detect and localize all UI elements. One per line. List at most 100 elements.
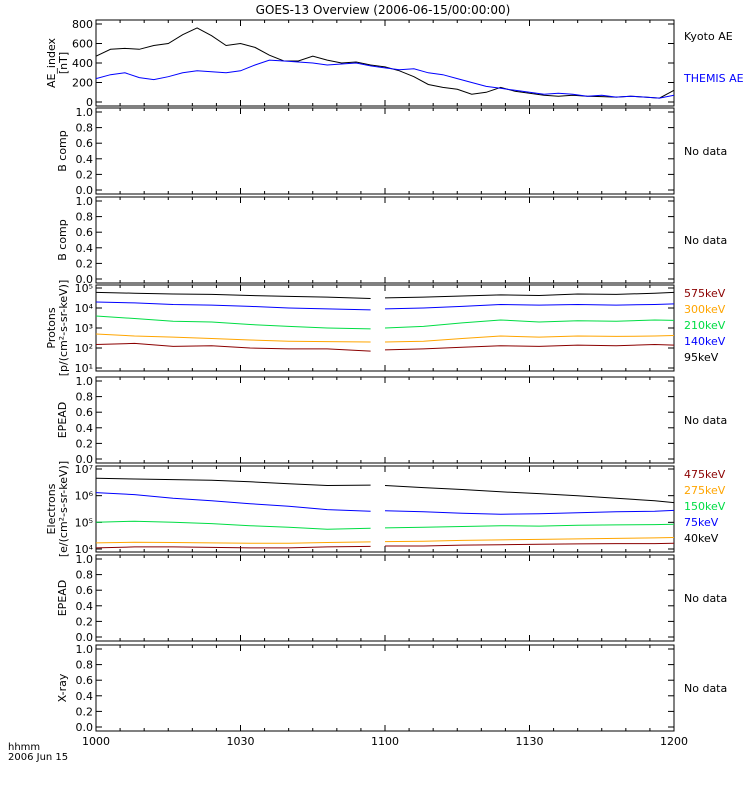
x-corner-label-date: 2006 Jun 15 [8, 752, 68, 763]
y-tick-label: 0.0 [76, 721, 94, 734]
y-tick-label: 0.6 [76, 584, 94, 597]
y-tick-label: 0.8 [76, 211, 94, 224]
y-tick-label: 0.0 [76, 631, 94, 644]
y-axis-label-line: Electrons [45, 483, 58, 534]
series-line-475kev [95, 545, 371, 549]
y-tick-label: 1.0 [76, 106, 94, 119]
y-tick-label: 10¹ [75, 362, 93, 375]
y-tick-label: 10⁶ [75, 490, 94, 503]
panel-b2: 0.0 0.2 0.4 0.6 0.8 1.0 B comp No data [56, 195, 727, 286]
y-axis-label: Electrons[e/(cm²-s-sr-keV)] [45, 461, 70, 557]
legend-entry: 75keV [684, 516, 719, 529]
y-tick-label: 0.2 [76, 168, 94, 181]
chart-title: GOES-13 Overview (2006-06-15/00:00:00) [256, 3, 511, 17]
panel-protons: 10¹ 10² 10³ 10⁴ 10⁵ Protons[p/(cm²-s-sr-keV)]… [45, 280, 726, 377]
series-line-150kev [95, 520, 371, 530]
panel-xray: 0.0 0.2 0.4 0.6 0.8 1.0 X-ray No data [56, 643, 727, 734]
y-tick-label: 10² [75, 342, 93, 355]
y-axis-label: EPEAD [56, 580, 69, 617]
series-line-210kev [95, 315, 371, 330]
y-tick-label: 0.4 [76, 242, 94, 255]
y-tick-label: 200 [72, 77, 93, 90]
x-tick-label: 1100 [371, 735, 399, 748]
y-tick-label: 400 [72, 57, 93, 70]
y-axis-label-line: EPEAD [56, 402, 69, 439]
panel-frame [95, 644, 675, 732]
series-line-475kev [385, 542, 675, 547]
series-line-275kev [384, 537, 675, 543]
series-line-275kev [95, 541, 371, 544]
x-tick-label: 1130 [516, 735, 544, 748]
y-axis-label-line: B comp [56, 219, 69, 261]
no-data-label: No data [684, 234, 727, 247]
x-tick-label: 1200 [660, 735, 688, 748]
y-tick-label: 0.0 [76, 453, 94, 466]
no-data-label: No data [684, 592, 727, 605]
y-tick-label: 10⁴ [75, 543, 94, 556]
y-tick-label: 1.0 [76, 375, 94, 388]
y-tick-label: 10⁵ [75, 516, 93, 529]
legend-entry: 40keV [684, 532, 719, 545]
legend-entry: 300keV [684, 303, 726, 316]
series-line-575kev [384, 343, 675, 351]
x-tick-label: 1030 [227, 735, 255, 748]
panel-epead2: 0.0 0.2 0.4 0.6 0.8 1.0 EPEAD No data [56, 553, 727, 644]
y-axis-label-line: [nT] [57, 52, 70, 74]
series-line-40kev [384, 485, 675, 504]
y-axis-label: B comp [56, 219, 69, 261]
y-axis-label-line: X-ray [56, 673, 69, 702]
y-tick-label: 0.8 [76, 659, 94, 672]
x-tick-label: 1000 [82, 735, 110, 748]
legend-entry: 275keV [684, 484, 726, 497]
y-tick-label: 0.8 [76, 569, 94, 582]
panel-frame [95, 107, 675, 195]
no-data-label: No data [684, 414, 727, 427]
series-line-75kev [384, 509, 675, 515]
x-corner-label-hhmm: hhmm [8, 742, 40, 753]
series-line-95kev [95, 291, 371, 299]
y-tick-label: 10⁵ [75, 282, 93, 295]
series-line-575kev [95, 342, 371, 352]
y-tick-label: 0.6 [76, 137, 94, 150]
series-line-75kev [95, 492, 371, 512]
y-axis-label: X-ray [56, 673, 69, 702]
series-line-kyoto-ae [95, 27, 675, 99]
series-line-150kev [384, 523, 675, 529]
y-tick-label: 10⁷ [75, 463, 93, 476]
series-line-40kev [95, 477, 371, 487]
series-line-140kev [95, 301, 371, 311]
x-axis: 1000 1030 1100 1130 1200 [82, 735, 688, 748]
y-tick-label: 10⁴ [75, 302, 94, 315]
legend-entry: 150keV [684, 500, 726, 513]
y-tick-label: 600 [72, 38, 93, 51]
y-tick-label: 0.4 [76, 422, 94, 435]
y-tick-label: 0.4 [76, 153, 94, 166]
y-tick-label: 0 [86, 96, 93, 109]
y-tick-label: 0.4 [76, 690, 94, 703]
panel-epead1: 0.0 0.2 0.4 0.6 0.8 1.0 EPEAD No data [56, 375, 727, 466]
panel-b1: 0.0 0.2 0.4 0.6 0.8 1.0 B comp No data [56, 106, 727, 197]
no-data-label: No data [684, 682, 727, 695]
y-tick-label: 0.6 [76, 406, 94, 419]
legend-entry: Kyoto AE [684, 30, 733, 43]
series-line-95kev [384, 291, 675, 299]
panel-frame [95, 376, 675, 464]
y-tick-label: 1.0 [76, 553, 94, 566]
y-tick-label: 0.0 [76, 273, 94, 286]
legend-entry: THEMIS AE [683, 72, 744, 85]
y-axis-label-line: B comp [56, 130, 69, 172]
y-axis-label-line: EPEAD [56, 580, 69, 617]
y-axis-label-line: [e/(cm²-s-sr-keV)] [57, 461, 70, 557]
y-tick-label: 800 [72, 18, 93, 31]
y-axis-label-line: Protons [45, 307, 58, 348]
y-axis-label: B comp [56, 130, 69, 172]
y-tick-label: 0.8 [76, 391, 94, 404]
y-axis-label: EPEAD [56, 402, 69, 439]
series-line-themis-ae [95, 59, 675, 99]
legend-entry: 475keV [684, 468, 726, 481]
series-line-300kev [95, 333, 371, 343]
series-line-300kev [384, 335, 675, 343]
series-line-140kev [384, 303, 675, 310]
